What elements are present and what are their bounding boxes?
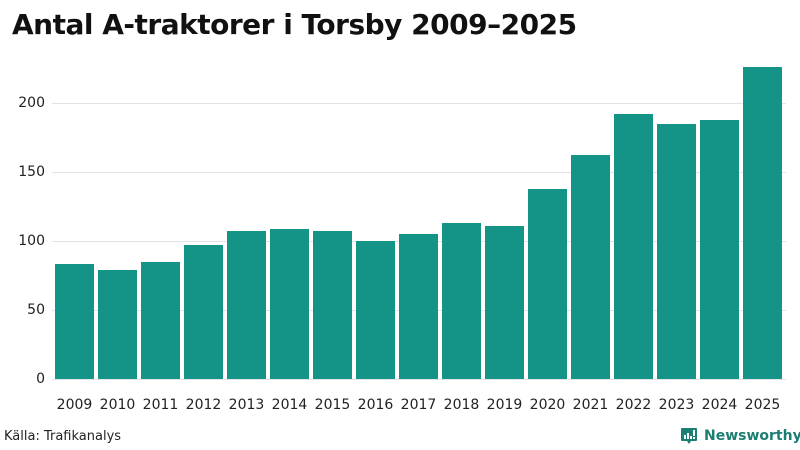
bar-2021: [571, 155, 610, 379]
bar-2010: [98, 269, 137, 379]
x-axis-tick-label: 2014: [271, 397, 308, 413]
bar-2009: [55, 264, 94, 379]
y-axis-tick-label: 50: [27, 302, 45, 318]
x-axis-tick-label: 2018: [443, 397, 480, 413]
x-axis-tick-label: 2009: [56, 397, 93, 413]
x-axis-tick-label: 2012: [185, 397, 222, 413]
bar-2019: [485, 225, 524, 379]
bar-2011: [141, 261, 180, 379]
x-axis-tick-label: 2024: [701, 397, 738, 413]
x-axis-tick-label: 2023: [658, 397, 695, 413]
brand-name: Newsworthy: [704, 428, 800, 444]
x-axis-tick-label: 2011: [142, 397, 179, 413]
x-axis-tick-label: 2016: [357, 397, 394, 413]
bar-2015: [313, 231, 352, 379]
y-axis-tick-label: 150: [18, 164, 45, 180]
gridline: [52, 379, 786, 380]
x-axis-tick-label: 2017: [400, 397, 437, 413]
bar-2016: [356, 241, 395, 379]
newsworthy-chart-bubble-icon: [681, 428, 697, 444]
bar-2018: [442, 223, 481, 379]
bar-2024: [700, 119, 739, 379]
bar-2020: [528, 188, 567, 379]
x-axis-tick-label: 2021: [572, 397, 609, 413]
x-axis-tick-label: 2020: [529, 397, 566, 413]
brand-logo: Newsworthy: [680, 427, 800, 445]
y-axis-tick-label: 100: [18, 233, 45, 249]
bar-2012: [184, 245, 223, 379]
bar-2014: [270, 228, 309, 379]
x-axis-tick-label: 2022: [615, 397, 652, 413]
x-axis-tick-label: 2015: [314, 397, 351, 413]
source-note: Källa: Trafikanalys: [4, 429, 122, 444]
bar-2025: [743, 67, 782, 379]
x-axis-tick-label: 2019: [486, 397, 523, 413]
bar-2022: [614, 114, 653, 379]
bar-2017: [399, 234, 438, 379]
y-axis-tick-label: 0: [36, 371, 45, 387]
y-axis-tick-label: 200: [18, 95, 45, 111]
bar-2023: [657, 123, 696, 379]
gridline: [52, 103, 786, 104]
x-axis-tick-label: 2010: [99, 397, 136, 413]
x-axis-tick-label: 2013: [228, 397, 265, 413]
gridline: [52, 172, 786, 173]
chart-title: Antal A-traktorer i Torsby 2009–2025: [12, 8, 577, 41]
x-axis-tick-label: 2025: [744, 397, 781, 413]
bar-2013: [227, 231, 266, 379]
